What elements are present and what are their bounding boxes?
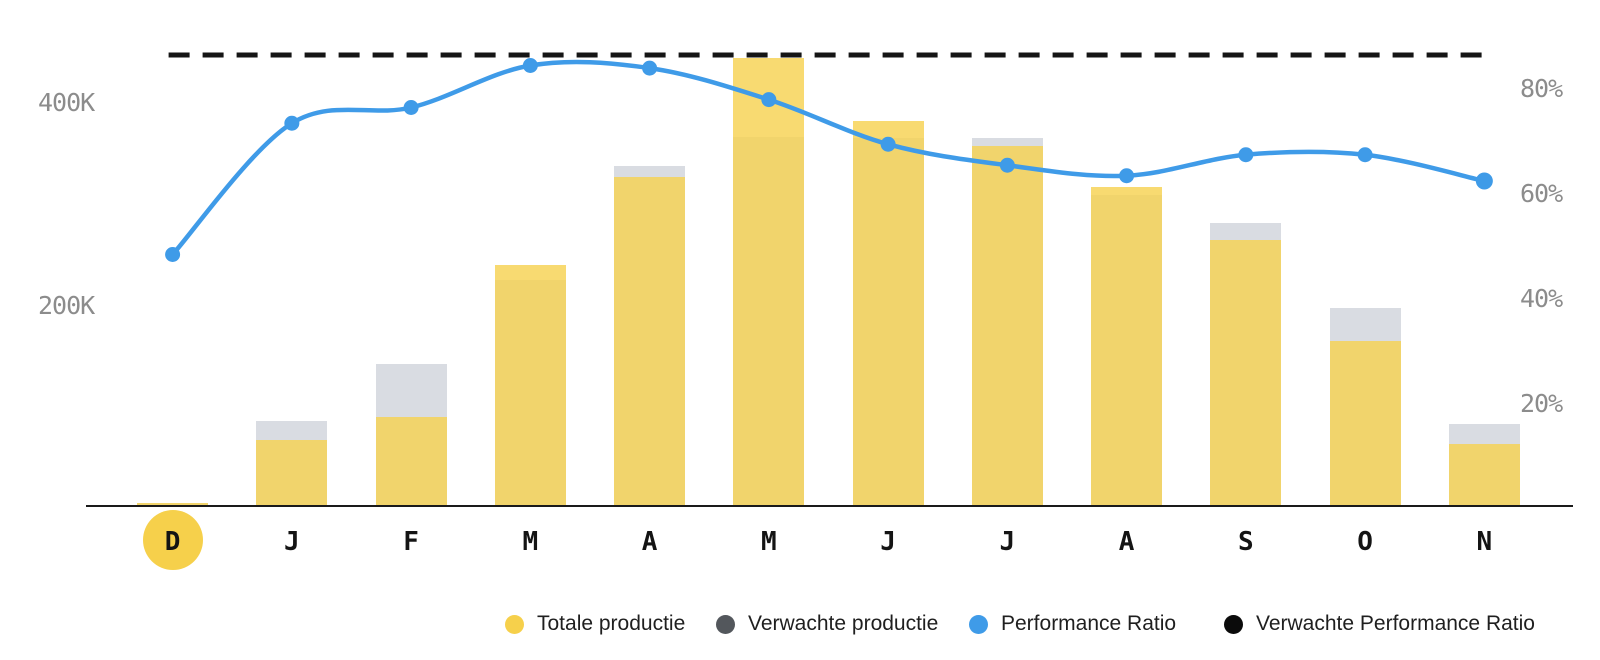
legend-item-performance-ratio[interactable]: Performance Ratio	[969, 611, 1176, 637]
legend-item-totale-productie[interactable]: Totale productie	[505, 611, 685, 637]
month-label-F-2: F	[403, 527, 419, 557]
x-axis-line	[86, 505, 1573, 507]
month-label-D-0: D	[164, 527, 181, 557]
y-right-tick-40: 40%	[1520, 284, 1563, 313]
legend-label: Verwachte Performance Ratio	[1256, 612, 1535, 635]
total-production-bar[interactable]	[1329, 340, 1401, 506]
total-production-bar[interactable]	[614, 177, 686, 506]
verwachte-performance-ratio-dot-icon	[1224, 614, 1243, 634]
y-right-tick-80: 80%	[1520, 74, 1563, 103]
performance-ratio-dot-icon	[969, 614, 988, 634]
month-label-S-9: S	[1238, 527, 1254, 557]
y-right-tick-60: 60%	[1520, 179, 1563, 208]
total-production-bar[interactable]	[256, 440, 328, 506]
total-production-bar[interactable]	[733, 58, 805, 506]
legend-item-verwachte-productie[interactable]: Verwachte productie	[716, 611, 938, 637]
month-label-O-10: O	[1357, 527, 1373, 557]
month-label-N-11: N	[1476, 527, 1493, 557]
month-label-A-8: A	[1118, 527, 1135, 557]
performance-ratio-point-A-4[interactable]	[642, 60, 658, 76]
month-label-J-1: J	[284, 527, 300, 557]
performance-ratio-point-F-2[interactable]	[403, 100, 419, 115]
total-production-bar[interactable]	[375, 416, 447, 506]
month-label-J-7: J	[999, 527, 1016, 557]
total-production-bar[interactable]	[137, 502, 209, 506]
total-production-bar[interactable]	[1448, 444, 1520, 506]
total-production-bar[interactable]	[1210, 240, 1282, 506]
current-month-highlight-circle	[142, 510, 203, 570]
performance-ratio-point-O-10[interactable]	[1357, 147, 1373, 163]
total-production-bar[interactable]	[852, 121, 924, 506]
legend-item-verwachte-performance-ratio[interactable]: Verwachte Performance Ratio	[1224, 611, 1535, 637]
month-label-M-3: M	[522, 527, 539, 557]
y-left-tick-400k: 400K	[38, 88, 95, 117]
month-label-M-5: M	[761, 527, 777, 557]
y-right-tick-20: 20%	[1520, 389, 1563, 418]
total-production-bar[interactable]	[494, 265, 566, 506]
performance-ratio-point-A-8[interactable]	[1119, 168, 1135, 184]
legend-label: Verwachte productie	[748, 612, 939, 635]
performance-ratio-point-J-1[interactable]	[284, 115, 300, 131]
totale-productie-dot-icon	[505, 614, 524, 634]
total-production-bar[interactable]	[1091, 187, 1163, 506]
y-left-tick-200k: 200K	[38, 291, 95, 320]
verwachte-productie-dot-icon	[716, 614, 735, 634]
performance-ratio-point-M-3[interactable]	[522, 58, 538, 73]
performance-ratio-point-N-11[interactable]	[1475, 172, 1493, 190]
performance-ratio-point-S-9[interactable]	[1238, 147, 1254, 163]
total-production-bar[interactable]	[971, 145, 1043, 506]
performance-ratio-point-D-0[interactable]	[165, 247, 181, 262]
legend-label: Performance Ratio	[1001, 612, 1177, 635]
performance-ratio-line	[170, 59, 1487, 257]
month-label-A-4: A	[641, 527, 658, 557]
month-label-J-6: J	[880, 527, 896, 557]
legend-label: Totale productie	[537, 612, 686, 635]
